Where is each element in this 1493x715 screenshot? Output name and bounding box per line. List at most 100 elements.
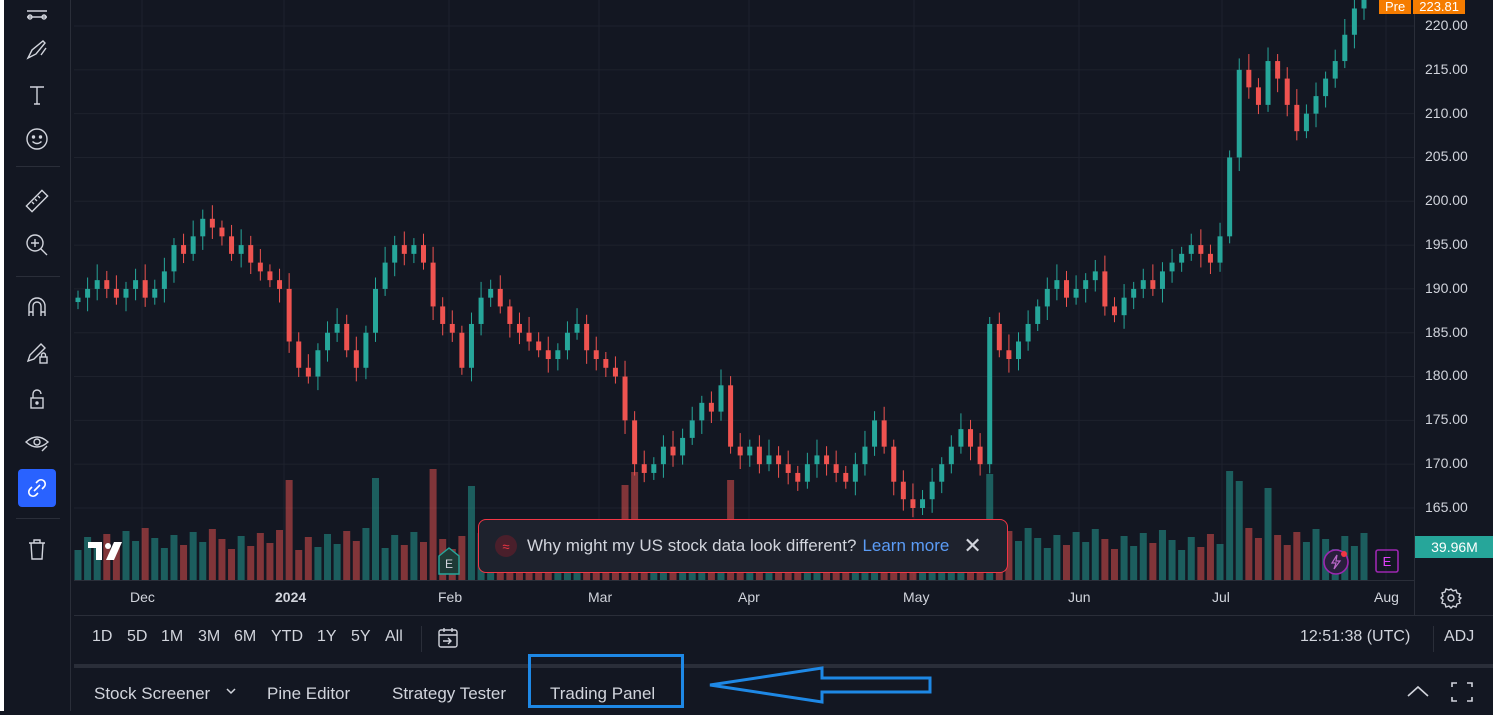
text-tool-icon[interactable] bbox=[18, 76, 56, 114]
candle-body bbox=[430, 262, 436, 307]
price-chart[interactable]: E E bbox=[74, 0, 1414, 580]
volume-bar bbox=[1293, 532, 1301, 580]
volume-bar bbox=[410, 532, 418, 580]
candle-body bbox=[1102, 271, 1108, 307]
period-5d-button[interactable]: 5D bbox=[127, 628, 148, 645]
candle-body bbox=[363, 332, 369, 368]
candle-body bbox=[660, 446, 666, 465]
tab-pine-editor[interactable]: Pine Editor bbox=[267, 684, 351, 703]
candle-body bbox=[728, 385, 734, 447]
close-icon[interactable]: ✕ bbox=[963, 533, 982, 558]
tab-trading-panel[interactable]: Trading Panel bbox=[550, 684, 656, 703]
price-label: 165.00 bbox=[1425, 498, 1468, 515]
candle-body bbox=[104, 280, 110, 289]
candle-body bbox=[804, 464, 810, 482]
candle-body bbox=[507, 306, 513, 324]
emoji-icon[interactable] bbox=[18, 120, 56, 158]
candle-body bbox=[977, 446, 983, 465]
candle-body bbox=[651, 464, 657, 473]
volume-bar bbox=[266, 543, 274, 580]
volume-bar bbox=[1130, 546, 1138, 580]
volume-bar bbox=[352, 541, 360, 580]
earnings-marker[interactable]: E bbox=[438, 547, 460, 575]
candle-body bbox=[420, 245, 426, 263]
svg-text:E: E bbox=[445, 557, 453, 571]
unlock-icon[interactable] bbox=[18, 380, 56, 418]
chart-grid bbox=[74, 0, 1414, 580]
volume-bar bbox=[314, 547, 322, 580]
dividend-lightning-icon[interactable] bbox=[1323, 549, 1349, 575]
volume-bar bbox=[295, 550, 303, 580]
chevron-up-icon[interactable] bbox=[1404, 678, 1432, 711]
earnings-upcoming-marker[interactable]: E bbox=[1375, 549, 1399, 573]
volume-bar bbox=[1034, 538, 1042, 580]
price-scale[interactable]: Pre 223.81 220.00 215.00 210.00 205.00 200.0… bbox=[1379, 0, 1493, 615]
period-all-button[interactable]: All bbox=[385, 628, 403, 645]
candle-body bbox=[1006, 350, 1012, 360]
volume-bar bbox=[180, 545, 188, 580]
candle-body bbox=[718, 385, 724, 412]
candle-body bbox=[1351, 8, 1357, 35]
premarket-price: 223.81 bbox=[1413, 0, 1465, 14]
candle-body bbox=[747, 446, 753, 456]
period-1y-button[interactable]: 1Y bbox=[317, 628, 337, 645]
time-axis[interactable]: Dec 2024 Feb Mar Apr May Jun Jul Aug bbox=[74, 580, 1463, 615]
ruler-icon[interactable] bbox=[18, 182, 56, 220]
candle-body bbox=[373, 288, 379, 333]
period-3m-button[interactable]: 3M bbox=[198, 628, 221, 645]
candle-body bbox=[814, 455, 820, 465]
period-1d-button[interactable]: 1D bbox=[92, 628, 113, 645]
candlestick-chart[interactable]: E E bbox=[74, 0, 1414, 580]
zoom-in-icon[interactable] bbox=[18, 226, 56, 264]
eye-icon[interactable] bbox=[18, 424, 56, 462]
volume-bar bbox=[122, 531, 130, 580]
candle-body bbox=[958, 429, 964, 447]
tab-stock-screener[interactable]: Stock Screener bbox=[94, 684, 211, 703]
candle-body bbox=[411, 245, 417, 254]
volume-bar bbox=[199, 542, 207, 580]
candle-body bbox=[229, 236, 235, 254]
volume-bar bbox=[1120, 536, 1128, 580]
magnet-icon[interactable] bbox=[18, 288, 56, 326]
settings-gear-icon[interactable] bbox=[1440, 587, 1463, 614]
period-6m-button[interactable]: 6M bbox=[234, 628, 257, 645]
adj-toggle[interactable]: ADJ bbox=[1444, 628, 1475, 645]
candle-body bbox=[526, 332, 532, 342]
link-icon[interactable] bbox=[18, 469, 56, 507]
candle-body bbox=[1313, 96, 1319, 114]
volume-bar bbox=[1283, 545, 1291, 580]
learn-more-link[interactable]: Learn more bbox=[862, 536, 950, 555]
time-label-mar: Mar bbox=[588, 589, 613, 605]
volume-bar bbox=[1072, 532, 1080, 580]
period-1m-button[interactable]: 1M bbox=[161, 628, 184, 645]
maximize-panel-icon[interactable] bbox=[1448, 678, 1476, 711]
price-label: 185.00 bbox=[1425, 323, 1468, 340]
utc-clock[interactable]: 12:51:38 (UTC) bbox=[1300, 628, 1411, 645]
chevron-down-icon[interactable] bbox=[224, 684, 238, 703]
time-label-feb: Feb bbox=[438, 589, 463, 605]
candle-body bbox=[881, 420, 887, 447]
brush-icon[interactable] bbox=[18, 30, 56, 68]
volume-bar bbox=[304, 537, 312, 580]
trash-icon[interactable] bbox=[18, 530, 56, 568]
candle-body bbox=[142, 280, 148, 298]
candle-body bbox=[1063, 280, 1069, 298]
volume-bar bbox=[1235, 481, 1243, 580]
period-ytd-button[interactable]: YTD bbox=[271, 628, 303, 645]
patterns-tool-icon[interactable] bbox=[18, 0, 56, 30]
volume-bar bbox=[103, 534, 111, 580]
candle-body bbox=[257, 262, 263, 272]
tab-strategy-tester[interactable]: Strategy Tester bbox=[392, 684, 507, 703]
candle-body bbox=[843, 472, 849, 482]
candle-body bbox=[1207, 253, 1213, 263]
calendar-goto-icon[interactable] bbox=[434, 624, 462, 657]
time-label-dec: Dec bbox=[130, 589, 155, 605]
period-5y-button[interactable]: 5Y bbox=[351, 628, 371, 645]
volume-bar bbox=[93, 547, 101, 580]
candle-body bbox=[920, 499, 926, 508]
candle-body bbox=[85, 288, 91, 298]
volume-bar bbox=[1091, 529, 1099, 580]
volume-bar bbox=[285, 480, 293, 580]
candle-body bbox=[785, 464, 791, 473]
lock-drawing-icon[interactable] bbox=[18, 334, 56, 372]
